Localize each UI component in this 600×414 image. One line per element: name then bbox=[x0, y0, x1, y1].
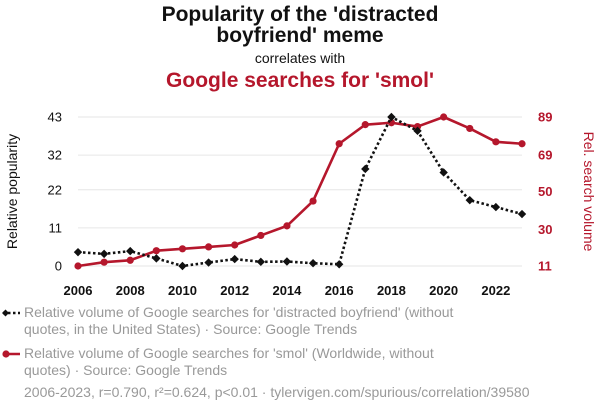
y-tick-right-11: 11 bbox=[538, 259, 552, 274]
y-tick-right-50: 50 bbox=[538, 184, 552, 199]
data-point-distracted-boyfriend-2012 bbox=[230, 254, 239, 264]
data-point-smol-2007 bbox=[100, 258, 108, 266]
correlates-with-label: correlates with bbox=[254, 50, 346, 66]
data-point-smol-2009 bbox=[152, 247, 160, 255]
data-point-distracted-boyfriend-2022 bbox=[491, 202, 501, 212]
x-tick-2010: 2010 bbox=[168, 283, 197, 298]
footer-stats: 2006-2023, r=0.790, r²=0.624, p<0.01 · t… bbox=[24, 384, 530, 400]
data-point-smol-2010 bbox=[178, 245, 187, 253]
y-tick-left-22: 22 bbox=[48, 182, 62, 197]
data-point-distracted-boyfriend-2017 bbox=[361, 164, 370, 174]
y-tick-left-43: 43 bbox=[48, 110, 62, 125]
legend-marker-series2 bbox=[2, 350, 10, 358]
data-point-smol-2014 bbox=[283, 222, 291, 230]
series-line-smol bbox=[77, 115, 523, 268]
data-point-smol-2017 bbox=[361, 121, 369, 129]
data-point-distracted-boyfriend-2009 bbox=[152, 254, 161, 263]
x-tick-2020: 2020 bbox=[429, 283, 458, 298]
data-point-distracted-boyfriend-2023 bbox=[517, 209, 527, 219]
legend-label-series2: Relative volume of Google searches for '… bbox=[24, 345, 434, 378]
data-point-smol-2021 bbox=[466, 124, 474, 133]
data-point-distracted-boyfriend-2016 bbox=[334, 260, 344, 269]
data-point-distracted-boyfriend-2008 bbox=[126, 246, 135, 256]
chart-title-line1: Popularity of the 'distracted bbox=[161, 3, 439, 26]
x-tick-2008: 2008 bbox=[116, 283, 145, 298]
data-point-smol-2015 bbox=[309, 197, 317, 205]
y-tick-right-30: 30 bbox=[538, 222, 552, 237]
y-tick-left-0: 0 bbox=[55, 259, 62, 274]
data-point-smol-2019 bbox=[413, 122, 422, 131]
data-point-distracted-boyfriend-2014 bbox=[282, 257, 292, 266]
data-point-smol-2012 bbox=[231, 241, 239, 249]
data-point-distracted-boyfriend-2007 bbox=[99, 249, 109, 259]
x-tick-2014: 2014 bbox=[272, 283, 302, 298]
x-tick-2006: 2006 bbox=[64, 283, 93, 298]
data-point-smol-2022 bbox=[492, 138, 500, 146]
data-point-distracted-boyfriend-2013 bbox=[256, 257, 266, 267]
y-tick-left-11: 11 bbox=[49, 220, 63, 235]
x-tick-2012: 2012 bbox=[220, 283, 249, 298]
y-tick-right-69: 69 bbox=[538, 148, 552, 163]
data-point-distracted-boyfriend-2010 bbox=[178, 261, 187, 271]
data-point-distracted-boyfriend-2006 bbox=[73, 247, 83, 257]
y-axis-label-left: Relative popularity bbox=[4, 134, 20, 249]
y-tick-right-89: 89 bbox=[538, 110, 552, 125]
x-tick-2022: 2022 bbox=[481, 283, 510, 298]
legend-label-series1: Relative volume of Google searches for '… bbox=[24, 304, 454, 337]
x-tick-2016: 2016 bbox=[325, 283, 354, 298]
data-point-smol-2006 bbox=[74, 262, 82, 270]
data-point-distracted-boyfriend-2019 bbox=[413, 126, 422, 136]
chart-title-secondary: Google searches for 'smol' bbox=[166, 69, 434, 92]
data-point-distracted-boyfriend-2015 bbox=[308, 259, 318, 268]
data-point-distracted-boyfriend-2018 bbox=[387, 112, 396, 122]
data-point-distracted-boyfriend-2021 bbox=[465, 195, 474, 205]
data-point-smol-2008 bbox=[126, 256, 134, 264]
data-point-distracted-boyfriend-2011 bbox=[204, 258, 213, 267]
x-tick-2018: 2018 bbox=[377, 283, 406, 298]
data-point-smol-2023 bbox=[518, 140, 526, 148]
series-line-distracted-boyfriend bbox=[77, 115, 523, 268]
chart-title-line2: boyfriend' meme bbox=[216, 24, 384, 47]
data-point-smol-2020 bbox=[440, 113, 448, 121]
data-point-smol-2011 bbox=[204, 243, 213, 251]
data-point-smol-2016 bbox=[335, 140, 343, 148]
data-point-smol-2013 bbox=[257, 231, 265, 240]
legend-marker-series1 bbox=[2, 309, 9, 317]
y-axis-label-right: Rel. search volume bbox=[581, 132, 597, 252]
y-tick-left-32: 32 bbox=[48, 148, 62, 163]
data-point-distracted-boyfriend-2020 bbox=[439, 168, 448, 177]
